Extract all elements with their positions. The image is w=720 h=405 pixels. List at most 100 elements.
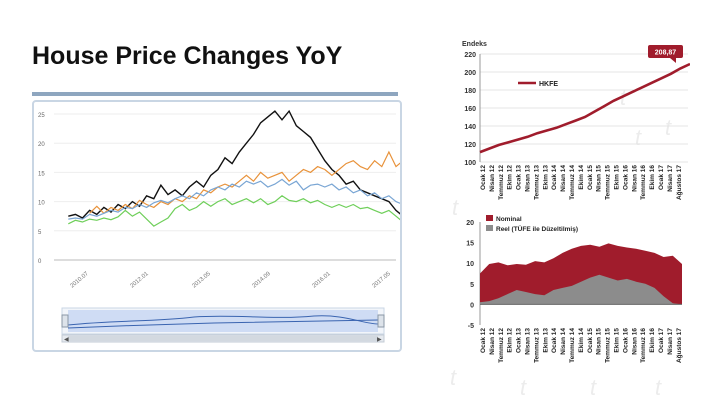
series-line-1 bbox=[89, 150, 400, 215]
x-tick-label: Ekim 13 bbox=[542, 328, 549, 353]
y-tick-label: 100 bbox=[464, 160, 476, 167]
slide-title: House Price Changes YoY bbox=[32, 42, 343, 70]
x-tick-label: Ekim 13 bbox=[542, 165, 549, 190]
x-tick-label: Ocak 16 bbox=[622, 328, 629, 353]
x-tick-label: Ekim 15 bbox=[614, 328, 621, 353]
x-tick-label: Temmuz 12 bbox=[498, 165, 505, 200]
y-tick-label: 10 bbox=[38, 201, 45, 207]
x-tick-label: Nisan 16 bbox=[631, 165, 638, 192]
x-tick-label: Ocak 15 bbox=[587, 328, 594, 353]
x-tick-label: Ocak 13 bbox=[516, 328, 523, 353]
range-handle-left[interactable] bbox=[61, 314, 69, 328]
x-tick-label: Temmuz 14 bbox=[569, 328, 576, 363]
x-tick-label: Ekim 14 bbox=[578, 328, 585, 353]
y-tick-label: 200 bbox=[464, 70, 476, 77]
x-tick-label: Ekim 12 bbox=[507, 165, 514, 190]
legend-swatch-0 bbox=[486, 215, 493, 221]
x-tick-label: Nisan 13 bbox=[525, 328, 532, 355]
y-tick-label: 25 bbox=[38, 113, 45, 119]
y-tick-label: -5 bbox=[468, 323, 474, 330]
x-tick-label: Nisan 13 bbox=[525, 165, 532, 192]
x-tick-label: Nisan 14 bbox=[560, 328, 567, 355]
series-line-3 bbox=[68, 195, 400, 227]
x-tick-label: Ocak 13 bbox=[516, 165, 523, 190]
x-tick-label: Nisan 17 bbox=[667, 165, 674, 192]
end-value-label: 208,87 bbox=[655, 50, 677, 57]
x-tick-label: Temmuz 13 bbox=[533, 165, 540, 200]
svg-text:◀: ◀ bbox=[64, 337, 69, 343]
x-tick-label: Ağustos 17 bbox=[676, 165, 683, 200]
x-tick-label: Nisan 14 bbox=[560, 165, 567, 192]
x-tick-label: 2012.01 bbox=[129, 271, 150, 290]
legend-label-1: Reel (TÜFE ile Düzeltilmiş) bbox=[496, 224, 578, 233]
range-navigator[interactable] bbox=[61, 307, 385, 335]
legend-label-hkfe: HKFE bbox=[539, 81, 558, 88]
x-tick-label: Temmuz 16 bbox=[640, 165, 647, 200]
y-tick-label: 160 bbox=[464, 106, 476, 113]
y-tick-label: 20 bbox=[466, 220, 474, 227]
area-real bbox=[480, 274, 682, 305]
range-handle-right[interactable] bbox=[377, 314, 385, 328]
svg-text:t: t bbox=[655, 375, 662, 400]
x-tick-label: 2014.09 bbox=[251, 271, 272, 290]
y-tick-label: 220 bbox=[464, 52, 476, 59]
x-tick-label: Ekim 16 bbox=[649, 165, 656, 190]
y-tick-label: 5 bbox=[470, 282, 474, 289]
x-tick-label: Ocak 12 bbox=[480, 328, 487, 353]
yoy-line-chart: 0 5 10 15 20 25 2010.07 2012.01 2013.05 2014.09 20… bbox=[38, 109, 400, 343]
svg-text:t: t bbox=[452, 195, 459, 220]
x-tick-label: Nisan 15 bbox=[596, 165, 603, 192]
x-tick-label: Ocak 14 bbox=[551, 165, 558, 190]
x-tick-label: Temmuz 16 bbox=[640, 328, 647, 363]
x-tick-label: Ocak 17 bbox=[658, 328, 665, 353]
legend-swatch-1 bbox=[486, 225, 493, 231]
callout-pointer bbox=[670, 58, 676, 63]
series-line-2 bbox=[68, 178, 400, 220]
x-tick-label: Temmuz 12 bbox=[498, 328, 505, 363]
title-underline bbox=[32, 92, 398, 96]
x-tick-label: 2013.05 bbox=[191, 271, 212, 290]
x-tick-label: Temmuz 15 bbox=[605, 328, 612, 363]
x-tick-label: 2016.01 bbox=[311, 271, 332, 290]
x-tick-label: Ekim 15 bbox=[614, 165, 621, 190]
x-tick-label: Ekim 14 bbox=[578, 165, 585, 190]
svg-text:t: t bbox=[665, 115, 672, 140]
x-tick-label: Nisan 12 bbox=[489, 165, 496, 192]
svg-text:t: t bbox=[635, 125, 642, 150]
x-tick-label: Nisan 17 bbox=[667, 328, 674, 355]
series-line-0 bbox=[68, 109, 400, 219]
y-tick-label: 15 bbox=[38, 171, 45, 177]
x-tick-label: Ocak 15 bbox=[587, 165, 594, 190]
svg-text:▶: ▶ bbox=[377, 337, 382, 343]
hkfe-index-chart: Endeks 100 120 140 160 180 200 220 HKFE 208,87 Oca… bbox=[462, 41, 690, 200]
range-scrollbar[interactable]: ◀ ▶ bbox=[61, 334, 385, 343]
x-tick-label: Nisan 15 bbox=[596, 328, 603, 355]
yoy-chart-panel: 0 5 10 15 20 25 2010.07 2012.01 2013.05 2014.09 20… bbox=[32, 100, 402, 352]
turkey-hpi-charts: t t t t t t t t t Endeks1001201401601802… bbox=[450, 41, 690, 400]
y-axis-title: Endeks bbox=[462, 41, 487, 48]
y-tick-label: 0 bbox=[38, 259, 42, 265]
y-tick-label: 140 bbox=[464, 124, 476, 131]
x-tick-label: Ocak 17 bbox=[658, 165, 665, 190]
x-tick-label: Nisan 16 bbox=[631, 328, 638, 355]
x-tick-label: Nisan 12 bbox=[489, 328, 496, 355]
y-tick-label: 10 bbox=[466, 261, 474, 268]
y-tick-label: 15 bbox=[466, 241, 474, 248]
svg-text:t: t bbox=[590, 375, 597, 400]
x-tick-label: Temmuz 14 bbox=[569, 165, 576, 200]
y-tick-label: 0 bbox=[470, 302, 474, 309]
x-tick-label: Ocak 12 bbox=[480, 165, 487, 190]
y-tick-label: 180 bbox=[464, 88, 476, 95]
x-tick-label: Ocak 14 bbox=[551, 328, 558, 353]
x-tick-label: Ekim 16 bbox=[649, 328, 656, 353]
x-tick-label: Temmuz 13 bbox=[533, 328, 540, 363]
x-tick-label: Temmuz 15 bbox=[605, 165, 612, 200]
x-tick-label: Ocak 16 bbox=[622, 165, 629, 190]
end-value-callout bbox=[648, 45, 683, 58]
y-tick-label: 5 bbox=[38, 230, 42, 236]
x-tick-label: Ekim 12 bbox=[507, 328, 514, 353]
yoy-plot-area: 0 5 10 15 20 25 2010.07 2012.01 2013.05 2014.09 20… bbox=[38, 109, 400, 290]
svg-text:t: t bbox=[520, 375, 527, 400]
x-tick-label: 2017.05 bbox=[371, 271, 392, 290]
